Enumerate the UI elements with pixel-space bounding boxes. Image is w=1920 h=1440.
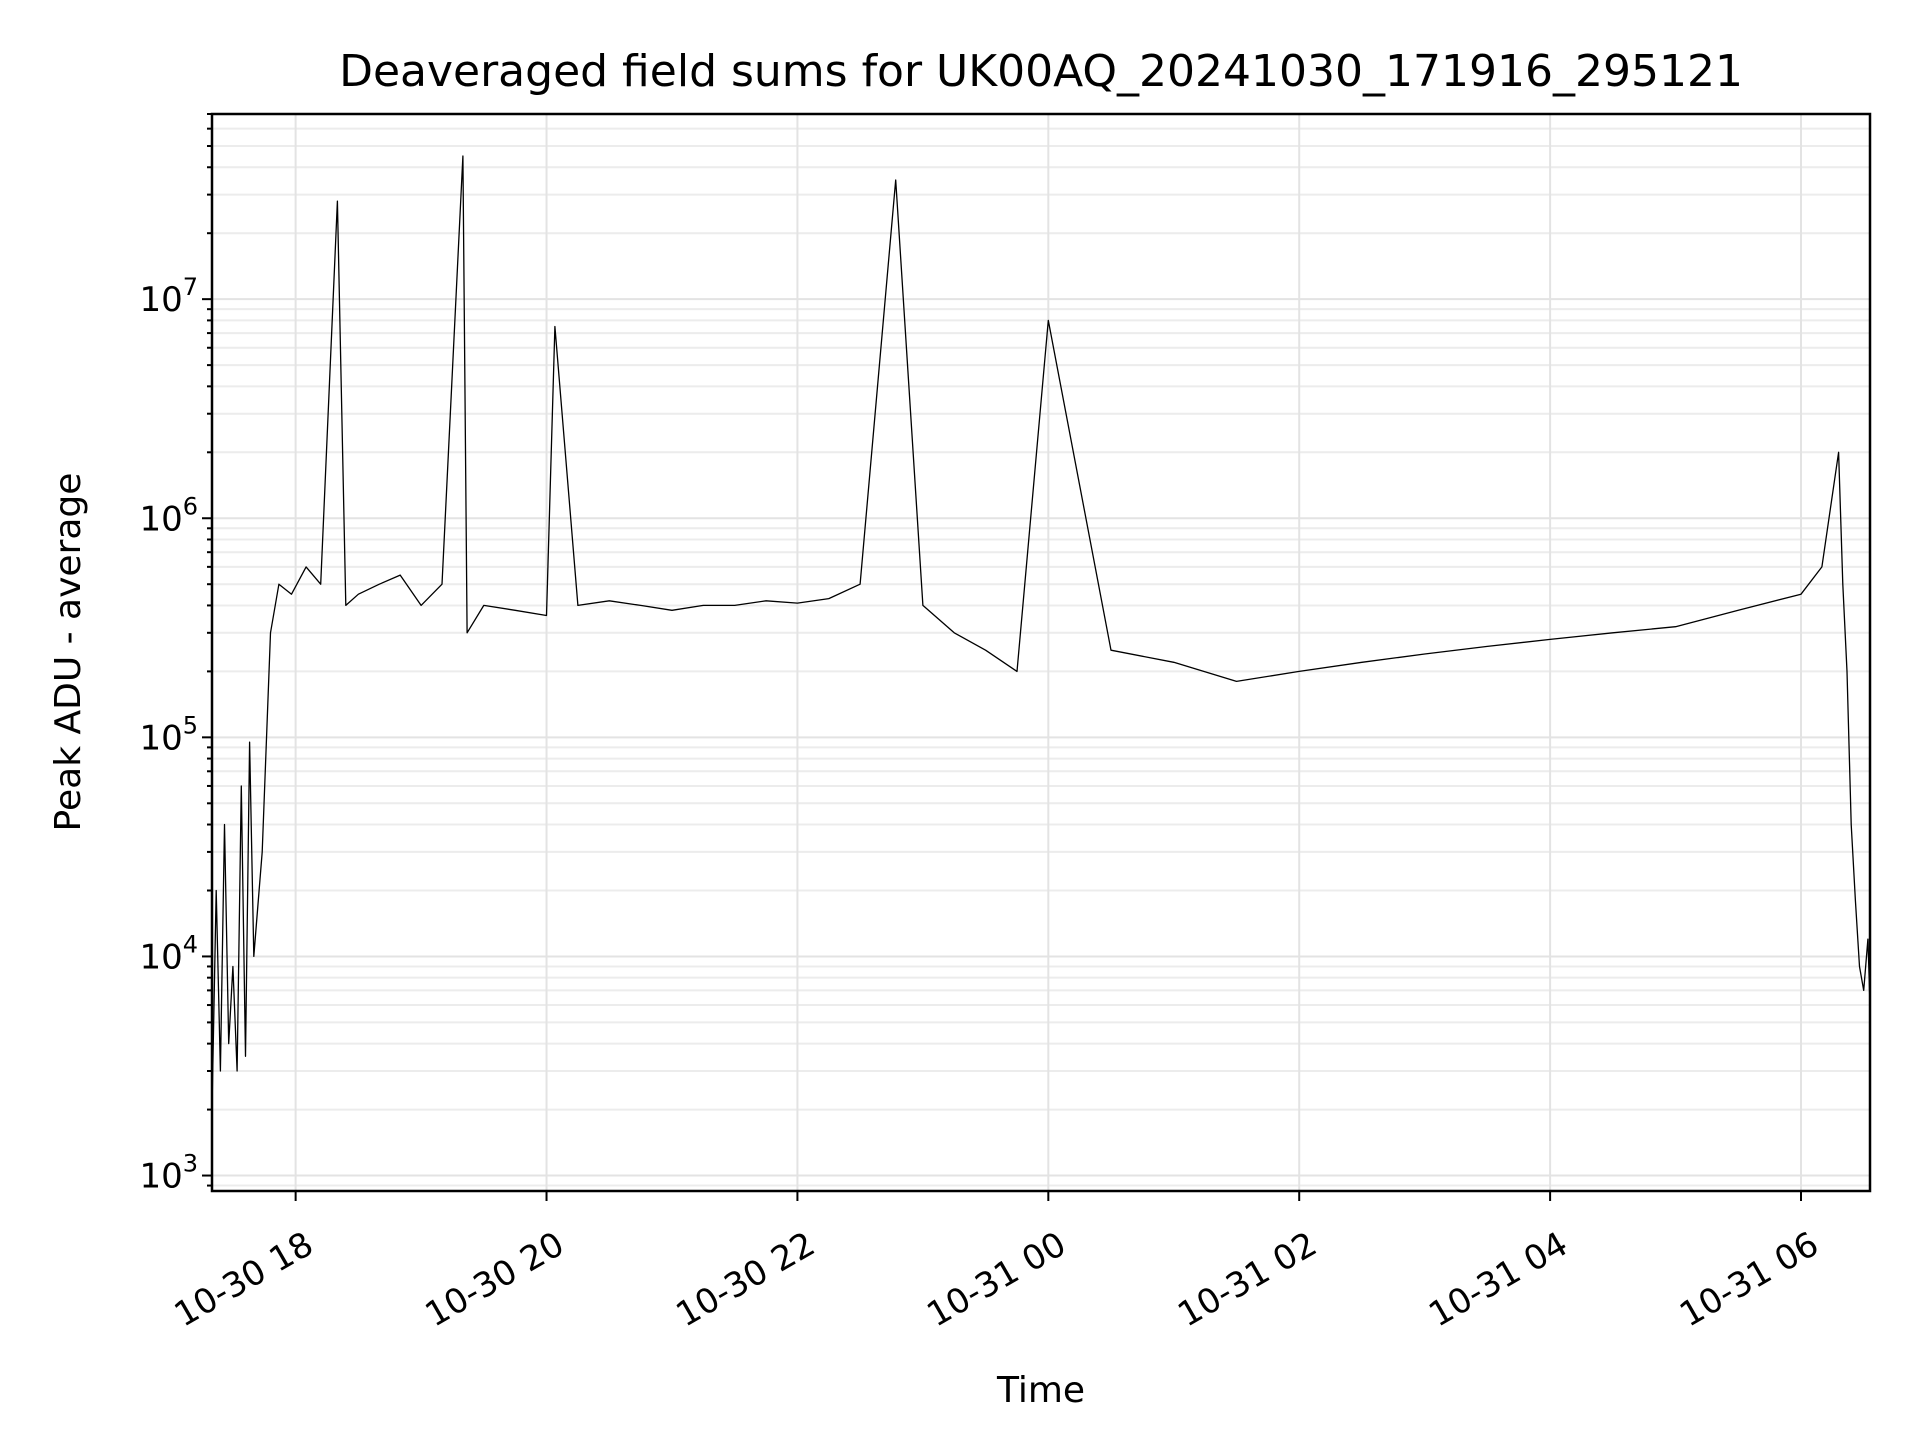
plot-frame xyxy=(210,112,1872,1193)
x-axis-label: Time xyxy=(996,1370,1085,1411)
y-tick-label: 104 xyxy=(139,930,198,977)
series-line xyxy=(211,155,1871,1110)
y-axis-label: Peak ADU - average xyxy=(48,473,89,832)
y-tick-label: 106 xyxy=(139,492,198,539)
series-group xyxy=(211,155,1871,1110)
y-tick-label: 107 xyxy=(139,273,198,320)
y-tick-label: 105 xyxy=(139,711,198,758)
chart-title: Deaveraged field sums for UK00AQ_2024103… xyxy=(339,46,1743,97)
y-tick-label: 103 xyxy=(139,1150,198,1197)
